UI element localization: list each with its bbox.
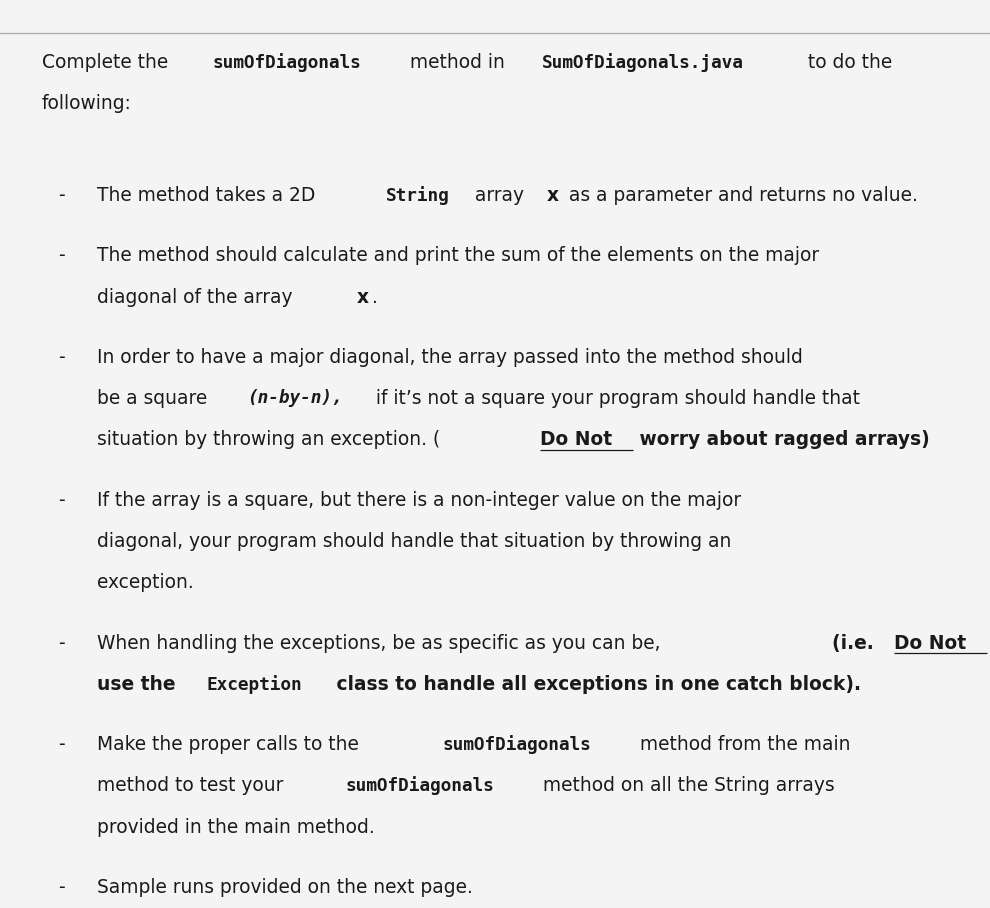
Text: When handling the exceptions, be as specific as you can be,: When handling the exceptions, be as spec… — [97, 634, 666, 653]
Text: String: String — [386, 186, 450, 205]
Text: just: just — [987, 634, 990, 653]
Text: The method takes a 2D: The method takes a 2D — [97, 186, 322, 205]
Text: -: - — [58, 348, 64, 367]
Text: array: array — [468, 186, 530, 205]
Text: (n-by-n),: (n-by-n), — [247, 390, 343, 407]
Text: -: - — [58, 735, 64, 754]
Text: diagonal, your program should handle that situation by throwing an: diagonal, your program should handle tha… — [97, 532, 732, 551]
Text: method in: method in — [404, 53, 511, 72]
Text: Exception: Exception — [207, 675, 302, 694]
Text: Complete the: Complete the — [42, 53, 173, 72]
Text: class to handle all exceptions in one catch block).: class to handle all exceptions in one ca… — [330, 675, 861, 694]
Text: -: - — [58, 246, 64, 265]
Text: following:: following: — [42, 94, 132, 113]
Text: Make the proper calls to the: Make the proper calls to the — [97, 735, 364, 754]
Text: sumOfDiagonals: sumOfDiagonals — [212, 53, 360, 72]
Text: (i.e.: (i.e. — [832, 634, 880, 653]
Text: situation by throwing an exception. (: situation by throwing an exception. ( — [97, 430, 441, 449]
Text: x: x — [356, 288, 369, 307]
Text: In order to have a major diagonal, the array passed into the method should: In order to have a major diagonal, the a… — [97, 348, 803, 367]
Text: method from the main: method from the main — [635, 735, 851, 754]
Text: Sample runs provided on the next page.: Sample runs provided on the next page. — [97, 878, 473, 897]
Text: .: . — [372, 288, 378, 307]
Text: provided in the main method.: provided in the main method. — [97, 818, 375, 836]
Text: diagonal of the array: diagonal of the array — [97, 288, 298, 307]
Text: as a parameter and returns no value.: as a parameter and returns no value. — [562, 186, 918, 205]
Text: sumOfDiagonals: sumOfDiagonals — [346, 776, 494, 795]
Text: -: - — [58, 186, 64, 205]
Text: Do Not: Do Not — [540, 430, 612, 449]
Text: sumOfDiagonals: sumOfDiagonals — [443, 735, 591, 754]
Text: to do the: to do the — [802, 53, 892, 72]
Text: -: - — [58, 634, 64, 653]
Text: If the array is a square, but there is a non-integer value on the major: If the array is a square, but there is a… — [97, 490, 742, 509]
Text: x: x — [547, 186, 559, 205]
Text: method on all the String arrays: method on all the String arrays — [537, 776, 835, 795]
Text: -: - — [58, 878, 64, 897]
Text: method to test your: method to test your — [97, 776, 289, 795]
Text: -: - — [58, 490, 64, 509]
Text: be a square: be a square — [97, 390, 213, 409]
Text: exception.: exception. — [97, 573, 194, 592]
Text: Do Not: Do Not — [894, 634, 966, 653]
Text: use the: use the — [97, 675, 182, 694]
Text: The method should calculate and print the sum of the elements on the major: The method should calculate and print th… — [97, 246, 819, 265]
Text: if it’s not a square your program should handle that: if it’s not a square your program should… — [370, 390, 860, 409]
Text: SumOfDiagonals.java: SumOfDiagonals.java — [542, 53, 743, 72]
Text: worry about ragged arrays): worry about ragged arrays) — [633, 430, 930, 449]
